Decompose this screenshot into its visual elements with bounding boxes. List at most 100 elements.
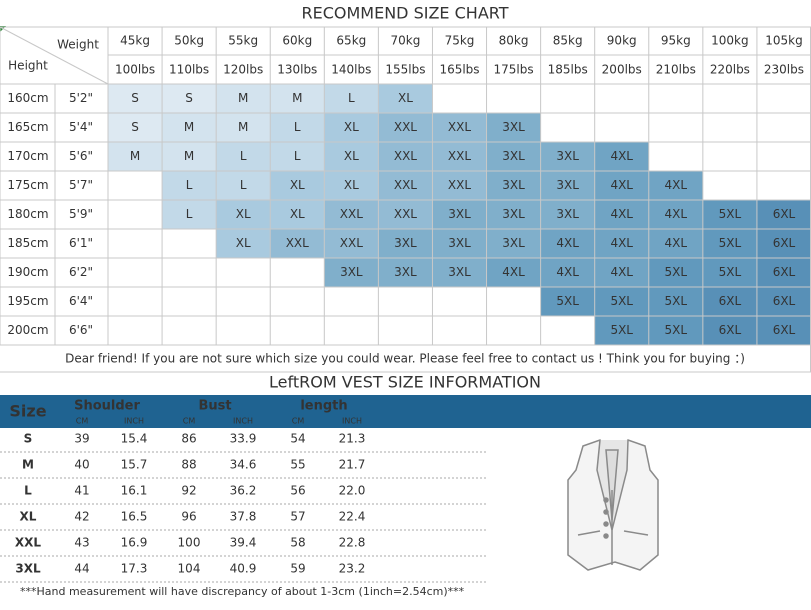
size-cell	[216, 142, 271, 171]
size-label: M	[184, 120, 194, 134]
size-cell	[378, 200, 433, 229]
size-cell	[108, 113, 163, 142]
size-label: 6XL	[719, 294, 742, 308]
size-cell	[378, 142, 433, 171]
measure-value: 22.4	[339, 510, 366, 524]
size-label: 3XL	[448, 236, 471, 250]
measure-value: 54	[290, 432, 305, 446]
size-label: 3XL	[340, 265, 363, 279]
size-label: 3XL	[502, 178, 525, 192]
size-cell	[324, 258, 379, 287]
measure-value: 39.4	[230, 536, 257, 550]
size-label: 3XL	[448, 207, 471, 221]
height-cm: 165cm	[7, 120, 48, 134]
size-cell	[594, 316, 649, 345]
height-label: Height	[8, 59, 48, 73]
chart-title: RECOMMEND SIZE CHART	[302, 4, 509, 23]
vest-button	[603, 497, 609, 503]
size-label: 4XL	[665, 178, 688, 192]
size-cell	[270, 229, 325, 258]
size-cell	[594, 258, 649, 287]
size-cell	[432, 258, 487, 287]
size-label: XL	[236, 207, 251, 221]
size-cell	[648, 229, 703, 258]
weight-kg: 65kg	[336, 34, 366, 48]
size-cell	[324, 84, 379, 113]
size-cell	[540, 258, 595, 287]
vest-button	[603, 521, 609, 527]
vest-pocket	[623, 530, 649, 536]
size-cell	[324, 200, 379, 229]
unit-label: CM	[292, 417, 305, 426]
size-cell	[756, 287, 811, 316]
size-label: 3XL	[502, 149, 525, 163]
size-label: XXL	[340, 207, 363, 221]
measure-value: 16.5	[121, 510, 148, 524]
size-label: M	[238, 91, 248, 105]
size-cell	[594, 200, 649, 229]
weight-kg: 105kg	[765, 34, 802, 48]
weight-lbs: 110lbs	[169, 63, 209, 77]
size-label: 4XL	[665, 207, 688, 221]
size-cell	[432, 229, 487, 258]
measure-value: 23.2	[339, 562, 366, 576]
size-name: S	[24, 432, 33, 446]
size-label: 6XL	[773, 265, 796, 279]
size-cell	[702, 229, 757, 258]
size-cell	[162, 142, 217, 171]
size-label: XXL	[394, 120, 417, 134]
size-cell	[648, 316, 703, 345]
height-ft: 6'2"	[69, 265, 93, 279]
size-cell	[540, 171, 595, 200]
size-label: 5XL	[665, 294, 688, 308]
unit-label: CM	[183, 417, 196, 426]
measure-value: 37.8	[230, 510, 257, 524]
size-label: 3XL	[556, 178, 579, 192]
size-cell	[432, 171, 487, 200]
size-label: L	[186, 207, 193, 221]
size-name: M	[22, 458, 34, 472]
measure-value: 100	[178, 536, 201, 550]
size-cell	[432, 200, 487, 229]
size-cell	[594, 142, 649, 171]
size-label: S	[131, 91, 139, 105]
size-label: XXL	[394, 178, 417, 192]
size-label: XXL	[394, 207, 417, 221]
size-cell	[756, 258, 811, 287]
size-cell	[216, 200, 271, 229]
size-label: 6XL	[773, 207, 796, 221]
weight-kg: 100kg	[711, 34, 748, 48]
size-cell	[540, 142, 595, 171]
size-label: XL	[344, 149, 359, 163]
size-label: M	[130, 149, 140, 163]
size-cell	[594, 229, 649, 258]
size-name: L	[24, 484, 32, 498]
weight-kg: 75kg	[445, 34, 475, 48]
size-cell	[162, 171, 217, 200]
size-cell	[486, 258, 541, 287]
size-label: L	[294, 120, 301, 134]
size-cell	[432, 113, 487, 142]
height-ft: 5'7"	[69, 178, 93, 192]
size-label: 4XL	[610, 265, 633, 279]
size-label: XXL	[340, 236, 363, 250]
height-ft: 5'4"	[69, 120, 93, 134]
size-label: XL	[344, 120, 359, 134]
size-cell	[378, 258, 433, 287]
height-cm: 190cm	[7, 265, 48, 279]
size-label: 5XL	[556, 294, 579, 308]
size-cell	[702, 258, 757, 287]
size-label: XL	[344, 178, 359, 192]
size-cell	[486, 229, 541, 258]
size-cell	[702, 316, 757, 345]
measure-value: 41	[74, 484, 89, 498]
size-label: 6XL	[719, 323, 742, 337]
size-label: M	[184, 149, 194, 163]
size-cell	[378, 171, 433, 200]
size-label: 3XL	[502, 236, 525, 250]
measure-value: 15.7	[121, 458, 148, 472]
size-cell	[270, 171, 325, 200]
size-label: 4XL	[556, 265, 579, 279]
size-cell	[594, 287, 649, 316]
weight-lbs: 120lbs	[223, 63, 263, 77]
